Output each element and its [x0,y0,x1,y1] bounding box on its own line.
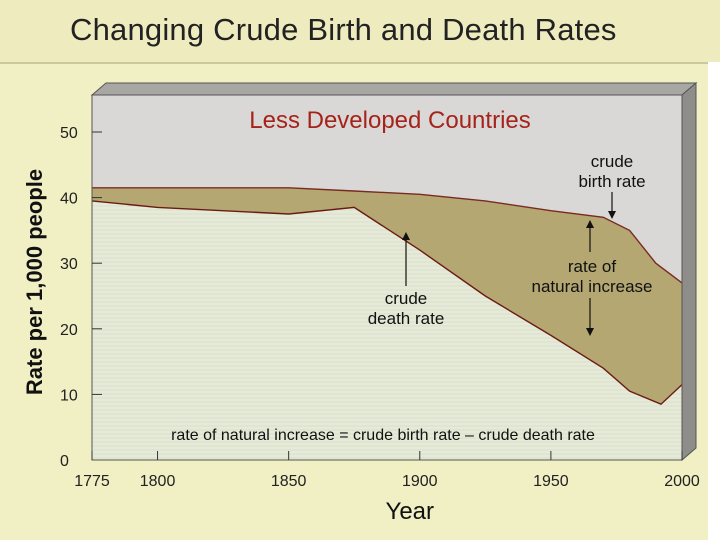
death-rate-label-line2: death rate [368,309,445,328]
y-tick-label-50: 50 [60,125,78,142]
x-tick-label-1850: 1850 [271,473,307,490]
x-axis-label: Year [386,498,435,525]
series-line-birth-rate [92,187,683,284]
series-line-death-rate [91,200,683,406]
y-axis-label: Rate per 1,000 people [22,169,47,395]
natural-increase-label-line2: natural increase [532,277,653,296]
x-tick-label-1800: 1800 [140,473,176,490]
natural-increase-arrowhead-down [586,328,594,336]
x-tick-label-1900: 1900 [402,473,438,490]
death-rate-arrowhead [402,232,410,240]
y-tick-label-20: 20 [60,322,78,339]
right-edge-strip [708,62,720,540]
y-tick-label-40: 40 [60,191,78,208]
frame-top-bevel [90,82,698,96]
chart-subtitle: Less Developed Countries [249,107,531,134]
axes: 0 10 20 30 40 50 1775 1800 1850 1900 1950 2000 Year R… [22,125,700,525]
x-tick-label-2000: 2000 [664,473,700,490]
natural-increase-arrowhead-up [586,220,594,228]
x-tick-label-1775: 1775 [74,473,110,490]
page-title: Changing Crude Birth and Death Rates [70,12,617,47]
birth-rate-label-line2: birth rate [578,172,645,191]
birth-rate-arrowhead [608,211,616,219]
natural-increase-label-line1: rate of [568,257,616,276]
death-rate-label-line1: crude [385,289,428,308]
y-tick-label-30: 30 [60,256,78,273]
birth-rate-label-line1: crude [591,152,634,171]
plot-areas [91,94,683,461]
y-tick-label-10: 10 [60,387,78,404]
x-tick-label-1950: 1950 [533,473,569,490]
plot-border [91,94,683,461]
below-death-rate-area [92,200,682,460]
formula-text: rate of natural increase = crude birth r… [171,427,595,444]
frame-right-bevel [681,81,697,462]
natural-increase-area [92,187,682,405]
y-tick-label-0: 0 [60,453,69,470]
title-band [0,0,720,64]
